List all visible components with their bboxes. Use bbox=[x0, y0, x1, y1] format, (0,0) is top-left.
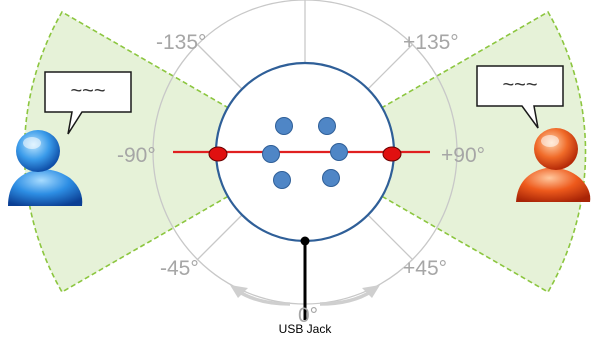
angle-label-right: +90° bbox=[441, 144, 485, 167]
microphone-6 bbox=[322, 169, 340, 187]
microphone-3 bbox=[262, 145, 280, 163]
polar-grid-lines bbox=[196, 0, 414, 261]
usb-jack-label: USB Jack bbox=[279, 322, 333, 336]
microphone-2 bbox=[318, 117, 336, 135]
user-icon-orange bbox=[516, 128, 591, 202]
left-speech-bubble bbox=[44, 71, 132, 135]
angle-label-bottom: 0° bbox=[298, 304, 318, 327]
rotate-right-arrowhead bbox=[362, 285, 380, 298]
left-speech-text: ~~~ bbox=[70, 80, 105, 102]
right-speech-bubble bbox=[476, 65, 564, 129]
user-icon-blue bbox=[8, 130, 83, 206]
usb-connector-dot bbox=[300, 236, 310, 246]
right-axis-marker bbox=[382, 146, 402, 162]
rotate-left-arrowhead bbox=[230, 285, 248, 298]
angle-label-top-left: -135° bbox=[156, 31, 206, 54]
rotate-left-arrow bbox=[237, 289, 291, 306]
microphone-4 bbox=[330, 143, 348, 161]
microphone-5 bbox=[273, 171, 291, 189]
right-speech-text: ~~~ bbox=[502, 74, 537, 96]
microphones bbox=[262, 117, 348, 189]
left-axis-marker bbox=[208, 146, 228, 162]
angle-label-left: -90° bbox=[117, 144, 156, 167]
microphone-1 bbox=[275, 117, 293, 135]
angle-label-bottom-right: +45° bbox=[403, 257, 447, 280]
angle-label-bottom-left: -45° bbox=[160, 257, 199, 280]
angle-label-top-right: +135° bbox=[403, 31, 459, 54]
rotate-right-arrow bbox=[319, 289, 373, 306]
